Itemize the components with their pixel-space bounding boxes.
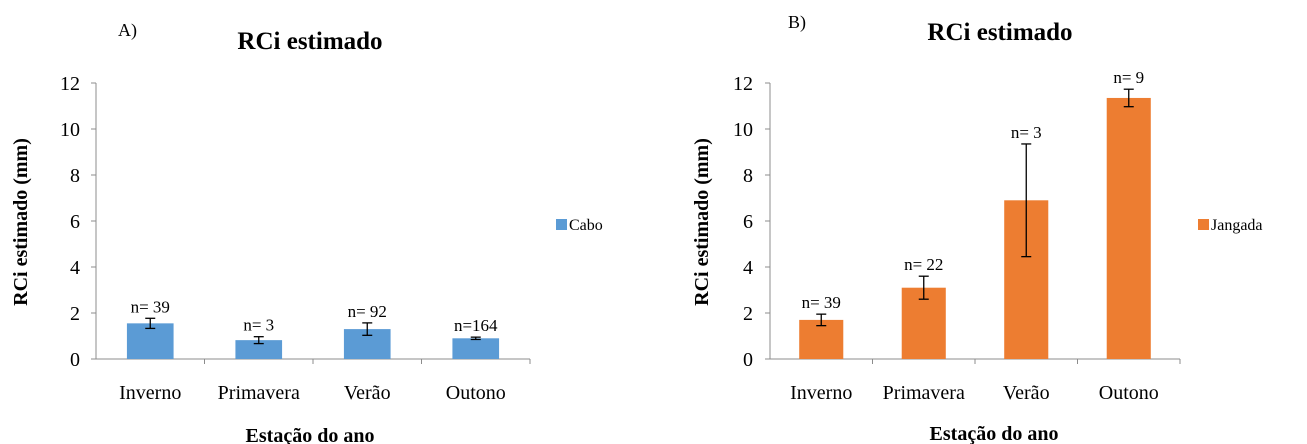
bar (452, 338, 500, 359)
x-tick-label: Outono (446, 382, 506, 404)
data-label: n= 9 (1113, 68, 1144, 87)
data-label: n= 39 (802, 293, 841, 312)
data-label: n= 22 (904, 255, 943, 274)
legend-label: Cabo (569, 217, 603, 234)
bar (799, 319, 844, 359)
y-axis-label: RCi estimado (mm) (10, 138, 32, 306)
chart-panel-b: B) RCi estimado RCi estimado (mm) Estaçã… (691, 12, 1263, 444)
x-tick-label: Inverno (790, 382, 852, 404)
x-tick-label: Primavera (218, 382, 300, 404)
data-label: n= 39 (131, 297, 170, 316)
data-label: n= 3 (243, 316, 274, 335)
chart-panel-a: A) RCi estimado RCi estimado (mm) Estaçã… (10, 20, 603, 444)
y-tick-label: 0 (743, 349, 753, 371)
chart-title: RCi estimado (927, 19, 1072, 46)
x-tick-label: Outono (1099, 382, 1159, 404)
y-ticks: 0 2 4 6 8 10 12 (60, 73, 96, 371)
x-tick-label: Verão (344, 382, 391, 404)
x-ticks: Inverno Primavera Verão Outono (119, 359, 531, 404)
bar (1106, 97, 1151, 359)
legend-swatch (556, 219, 567, 230)
y-axis-label: RCi estimado (mm) (691, 138, 713, 306)
y-tick-label: 2 (70, 303, 80, 325)
x-tick-label: Primavera (883, 382, 965, 404)
x-tick-label: Verão (1003, 382, 1050, 404)
x-axis-label: Estação do ano (930, 423, 1059, 444)
panel-label: A) (118, 20, 137, 41)
legend-swatch (1198, 219, 1209, 230)
x-ticks: Inverno Primavera Verão Outono (790, 359, 1181, 404)
y-tick-label: 2 (743, 303, 753, 325)
y-tick-label: 0 (70, 349, 80, 371)
y-tick-label: 8 (70, 165, 80, 187)
legend: Cabo (556, 217, 603, 234)
y-tick-label: 4 (70, 257, 80, 279)
y-tick-label: 12 (60, 73, 80, 95)
y-tick-label: 8 (743, 165, 753, 187)
y-tick-label: 4 (743, 257, 753, 279)
y-tick-label: 10 (733, 119, 753, 141)
bar (126, 323, 174, 359)
chart-title: RCi estimado (237, 28, 382, 55)
bars: n= 39 n= 3 n= 92 n=164 (126, 297, 500, 359)
legend-label: Jangada (1211, 217, 1263, 234)
x-axis-label: Estação do ano (246, 425, 375, 444)
x-tick-label: Inverno (119, 382, 181, 404)
y-tick-label: 12 (733, 73, 753, 95)
bar (235, 340, 283, 359)
data-label: n= 3 (1011, 123, 1042, 142)
panel-label: B) (788, 12, 806, 33)
y-tick-label: 6 (743, 211, 753, 233)
y-tick-label: 10 (60, 119, 80, 141)
y-tick-label: 6 (70, 211, 80, 233)
legend: Jangada (1198, 217, 1263, 234)
data-label: n=164 (454, 316, 498, 335)
y-ticks: 0 2 4 6 8 10 12 (733, 73, 770, 371)
bars: n= 39 n= 22 n= 3 n= 9 (799, 68, 1151, 359)
data-label: n= 92 (348, 302, 387, 321)
